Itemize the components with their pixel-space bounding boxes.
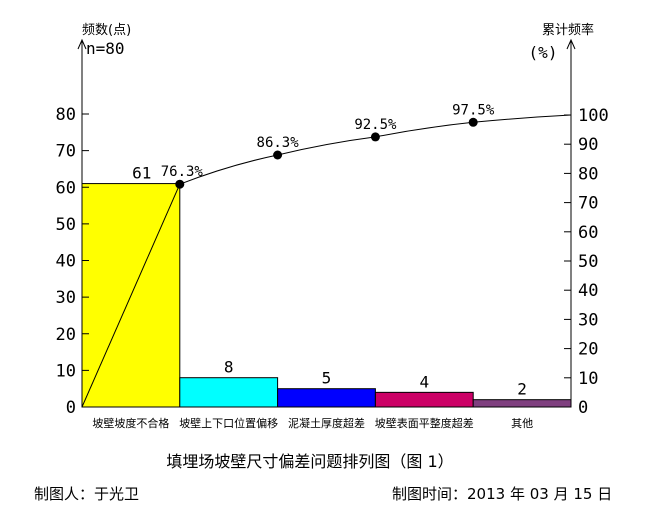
left-tick-label-70: 70: [56, 142, 76, 162]
left-tick-label-80: 80: [56, 105, 76, 125]
cumulative-label-2: 86.3%: [257, 135, 300, 151]
chart-title: 填埋场坡壁尺寸偏差问题排列图（图 1）: [166, 452, 454, 471]
cumulative-curve-layer: 76.3% 86.3% 92.5% 97.5%: [81, 102, 572, 408]
right-tick-label-70: 70: [578, 194, 598, 214]
axes-layer: 0 10 20 30 40 50 60 70 80 0 10 20 30 40 50 60 70 80 90 100: [56, 38, 609, 418]
cumulative-label-1: 76.3%: [161, 164, 204, 180]
cumulative-label-4: 97.5%: [452, 102, 495, 118]
category-label-5: 其他: [511, 417, 533, 430]
sample-size-label: n=80: [86, 39, 125, 58]
cumulative-line-start: [81, 184, 181, 408]
cumulative-label-3: 92.5%: [354, 117, 397, 133]
left-tick-label-60: 60: [56, 178, 76, 198]
bar-value-5: 2: [517, 380, 527, 399]
cumulative-point-1: [175, 179, 185, 189]
bar-3: [277, 388, 376, 408]
right-tick-label-30: 30: [578, 310, 598, 330]
left-axis-title: 频数(点): [82, 23, 131, 38]
category-label-3: 泥凝土厚度超差: [288, 416, 365, 430]
right-tick-label-50: 50: [578, 252, 598, 272]
right-tick-label-0: 0: [578, 398, 588, 418]
pareto-chart: 010203040506070800102030405060708090100 …: [56, 22, 609, 430]
left-tick-label-10: 10: [56, 361, 76, 381]
bar-value-3: 5: [322, 369, 332, 388]
right-tick-label-100: 100: [578, 106, 609, 126]
right-tick-label-20: 20: [578, 340, 598, 360]
cumulative-point-3: [370, 132, 380, 142]
right-tick-label-60: 60: [578, 223, 598, 243]
right-tick-label-90: 90: [578, 135, 598, 155]
bar-value-4: 4: [419, 372, 429, 391]
left-tick-label-50: 50: [56, 215, 76, 235]
bar-2: [179, 377, 279, 408]
chart-date: 制图时间：2013 年 03 月 15 日: [392, 485, 613, 503]
category-label-4: 坡壁表面平整度超差: [375, 416, 474, 430]
left-tick-label-30: 30: [56, 288, 76, 308]
left-tick-label-0: 0: [66, 398, 76, 418]
category-label-2: 坡壁上下口位置偏移: [179, 416, 278, 430]
right-tick-label-80: 80: [578, 164, 598, 184]
right-axis-title: 累计频率: [542, 22, 594, 38]
category-label-1: 坡壁坡度不合格: [92, 416, 169, 430]
bar-value-2: 8: [224, 358, 234, 377]
cumulative-point-2: [273, 150, 283, 160]
left-tick-label-40: 40: [56, 252, 76, 272]
left-axis-arrow: [77, 38, 87, 50]
right-axis-unit: (%): [529, 43, 558, 62]
chart-maker: 制图人：于光卫: [34, 485, 140, 503]
right-tick-label-10: 10: [578, 369, 598, 389]
left-tick-label-20: 20: [56, 325, 76, 345]
bar-5: [472, 399, 572, 408]
labels-layer: 坡壁坡度不合格 坡壁上下口位置偏移 泥凝土厚度超差 坡壁表面平整度超差 其他 61 8 5 4 2: [92, 164, 533, 430]
bar-value-1: 61: [132, 164, 151, 183]
bar-4: [374, 391, 474, 408]
right-axis-arrow: [566, 38, 576, 50]
right-tick-label-40: 40: [578, 281, 598, 301]
cumulative-point-4: [468, 117, 478, 127]
